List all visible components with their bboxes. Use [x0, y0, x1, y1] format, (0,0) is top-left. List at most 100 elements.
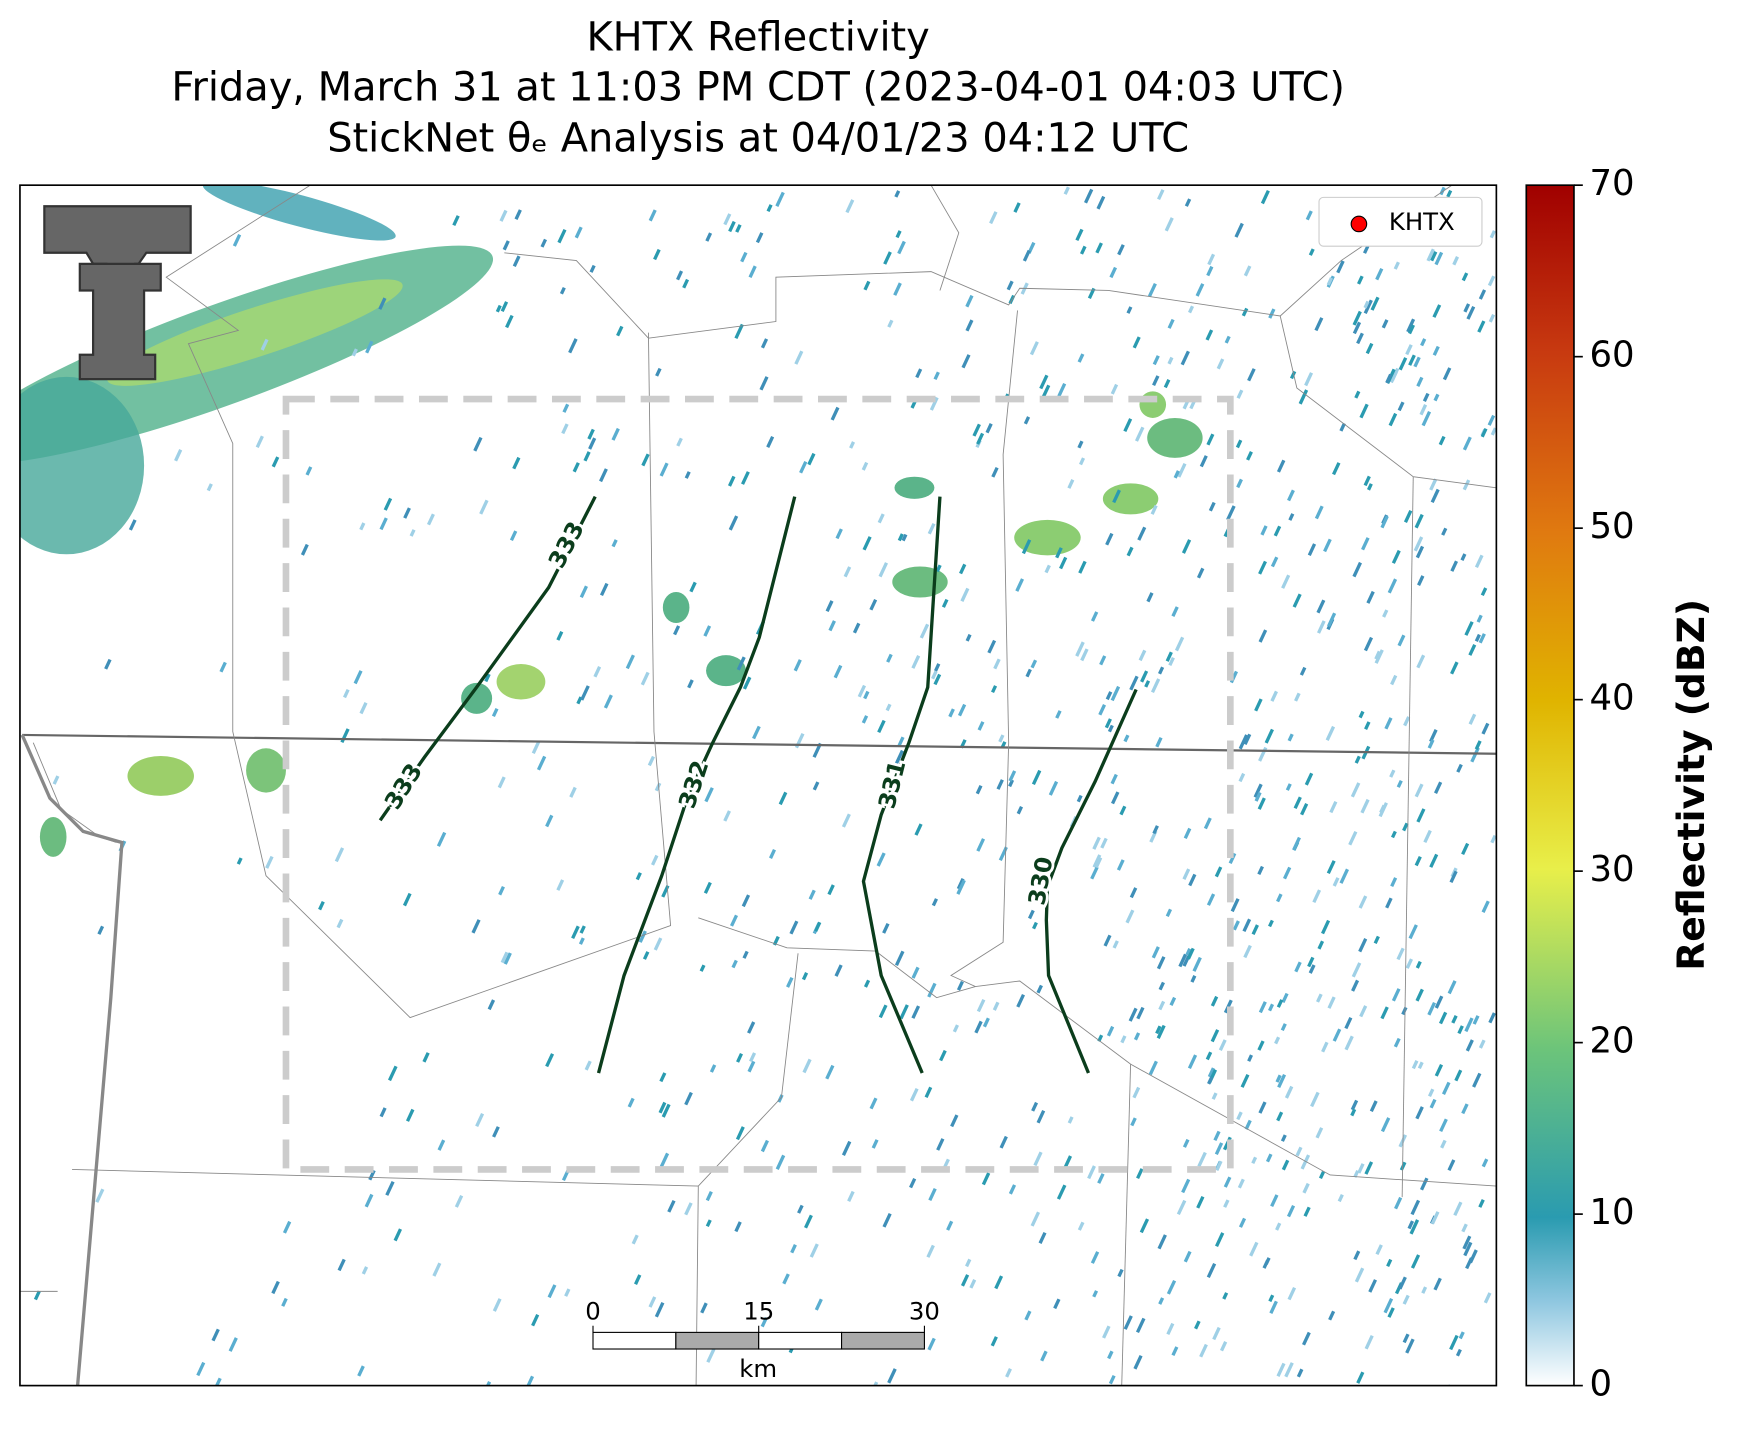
- echo: [1180, 350, 1190, 366]
- echo: [1021, 539, 1032, 555]
- echo: [843, 566, 852, 578]
- echo: [1270, 690, 1278, 702]
- echo: [1105, 691, 1113, 701]
- echo: [557, 228, 567, 244]
- echo: [402, 892, 412, 907]
- echo: [579, 925, 586, 934]
- echo: [793, 659, 802, 672]
- colorbar-tick-label: 20: [1589, 1021, 1634, 1062]
- echo: [926, 1244, 935, 1258]
- echo: [1361, 537, 1370, 551]
- echo: [863, 690, 870, 700]
- echo: [869, 1097, 878, 1110]
- echo: [1358, 895, 1368, 909]
- echo: [1364, 1335, 1374, 1350]
- echo: [1129, 675, 1139, 691]
- echo: [659, 1152, 670, 1168]
- echo: [196, 1361, 206, 1377]
- echo: [1305, 210, 1313, 221]
- echo: [1258, 1001, 1267, 1014]
- echo: [1317, 620, 1326, 634]
- echo: [1488, 313, 1496, 323]
- echo: [1367, 483, 1373, 491]
- echo: [1166, 1279, 1177, 1295]
- echo: [961, 354, 971, 369]
- echo: [1056, 1184, 1067, 1200]
- echo: [1087, 1165, 1096, 1180]
- echo: [1366, 590, 1375, 604]
- echo: [673, 625, 681, 636]
- echo: [1314, 317, 1324, 332]
- echo: [768, 849, 776, 859]
- echo: [760, 1139, 769, 1153]
- echo: [514, 209, 522, 220]
- echo: [1470, 747, 1480, 763]
- echo: [1157, 1234, 1167, 1250]
- echo: [760, 1316, 768, 1328]
- echo: [1293, 796, 1302, 810]
- echo: [825, 1064, 835, 1080]
- echo: [1465, 1039, 1474, 1052]
- echo: [1286, 1205, 1296, 1218]
- echo: [703, 625, 712, 637]
- echo: [740, 251, 748, 263]
- scale-segment: [758, 1331, 843, 1350]
- echo: [1403, 716, 1411, 727]
- echo: [1348, 830, 1358, 846]
- echo: [834, 964, 843, 977]
- echo: [1238, 772, 1246, 783]
- echo: [1207, 1076, 1214, 1085]
- echo: [1316, 599, 1326, 614]
- echo: [691, 785, 701, 799]
- echo: [1468, 644, 1477, 656]
- echo: [1030, 659, 1038, 669]
- echo: [1005, 1368, 1012, 1378]
- echo: [1403, 509, 1413, 523]
- echo: [318, 901, 325, 911]
- echo: [426, 513, 435, 526]
- echo: [232, 234, 242, 247]
- echo: [794, 350, 804, 365]
- echo: [1057, 383, 1067, 398]
- echo: [484, 1381, 492, 1386]
- echo: [559, 287, 566, 295]
- echo: [705, 1219, 712, 1228]
- echo: [531, 1313, 540, 1327]
- echo: [1038, 871, 1047, 885]
- echo: [914, 823, 923, 836]
- echo: [653, 937, 663, 951]
- echo: [1429, 478, 1438, 491]
- echo: [174, 449, 183, 462]
- echo: [1129, 887, 1138, 899]
- echo: [1281, 1159, 1290, 1171]
- contours: 333 333 332 331 330: [377, 495, 1138, 1074]
- echo: [1406, 318, 1416, 333]
- echo: [1106, 1025, 1115, 1037]
- echo: [1126, 306, 1133, 314]
- echo: [1111, 791, 1120, 805]
- echo: [1429, 853, 1439, 868]
- echo: [687, 679, 694, 689]
- echo: [934, 663, 941, 672]
- echo: [883, 251, 892, 265]
- echo: [1277, 1074, 1287, 1089]
- echo: [584, 1060, 592, 1071]
- echo: [1208, 501, 1216, 512]
- echo: [1156, 956, 1166, 970]
- echo: [1419, 404, 1428, 416]
- echo: [1207, 1067, 1215, 1078]
- echo: [611, 539, 618, 548]
- echo: [1130, 1117, 1137, 1127]
- echo: [228, 1337, 238, 1352]
- echo: [1276, 459, 1286, 473]
- echo: [812, 742, 822, 758]
- echo: [1280, 1023, 1287, 1031]
- echo: [536, 755, 547, 771]
- echo: [814, 1298, 823, 1311]
- echo: [1478, 633, 1486, 644]
- echo: [1461, 272, 1469, 282]
- scale-tick-label: 30: [909, 1296, 940, 1325]
- echo: [1396, 947, 1405, 961]
- echo: [625, 654, 635, 670]
- echo: [1080, 245, 1087, 255]
